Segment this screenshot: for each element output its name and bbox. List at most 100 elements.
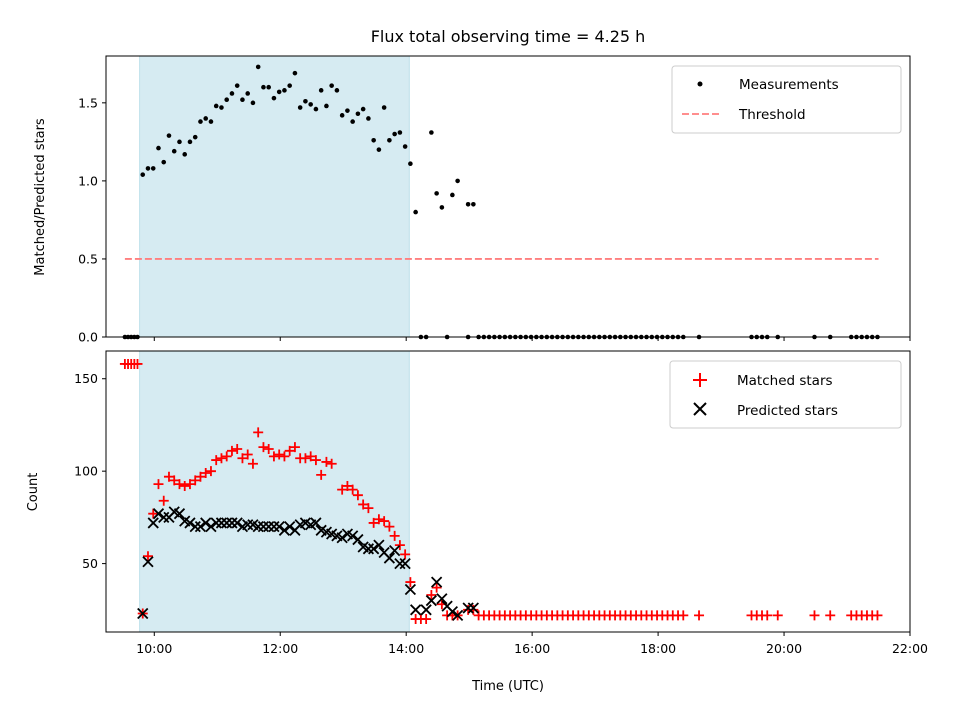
predicted-star-point [462, 602, 474, 614]
matched-star-point [358, 499, 369, 510]
predicted-star-point [210, 517, 222, 529]
predicted-star-point [430, 576, 443, 588]
y-tick-label: 0.0 [78, 330, 98, 345]
matched-star-point [158, 495, 169, 506]
measurement-point [371, 138, 376, 143]
matched-star-point [268, 451, 279, 462]
predicted-star-point [231, 517, 243, 529]
predicted-star-point [436, 593, 448, 605]
matched-star-point [284, 445, 295, 456]
measurement-point [439, 205, 445, 210]
matched-star-point [184, 479, 195, 490]
bottom-legend-box [669, 360, 902, 429]
matched-star-point [421, 614, 432, 625]
measurement-point [208, 119, 214, 124]
matched-star-point [300, 453, 311, 464]
measurement-point [213, 103, 219, 109]
measurement-point [329, 83, 334, 88]
predicted-star-point [446, 606, 459, 618]
matched-star-point [242, 449, 253, 460]
predicted-star-point [368, 543, 380, 555]
x-tick-label: 22:00 [892, 641, 928, 656]
predicted-star-point [221, 517, 233, 529]
predicted-star-point [200, 517, 212, 529]
matched-star-point [163, 471, 174, 482]
measurement-point [161, 159, 167, 165]
predicted-star-point [152, 508, 165, 520]
matched-star-point [179, 480, 190, 491]
bottom-axes-frame [105, 350, 911, 633]
legend-predicted-marker [693, 402, 707, 416]
y-tick-label: 100 [74, 464, 98, 479]
matched-star-point [258, 442, 269, 453]
matched-star-point [205, 466, 216, 477]
measurement-point [413, 209, 418, 215]
matched-star-point [237, 453, 248, 464]
measurement-point [192, 134, 198, 140]
measurement-point [397, 130, 403, 135]
measurement-point [334, 88, 340, 93]
bottom-y-ticks: 50 100 150 [74, 371, 106, 571]
measurement-point [402, 144, 408, 149]
matched-star-point [263, 443, 274, 454]
matched-star-point [305, 451, 316, 462]
matched-star-point [200, 468, 211, 479]
x-axis-label: Time (UTC) [471, 679, 544, 694]
matched-star-point [174, 479, 185, 490]
matched-star-point [762, 610, 773, 621]
measurement-point [171, 148, 177, 154]
matched-star-point [132, 358, 143, 369]
legend-threshold-label: Threshold [738, 107, 806, 123]
measurement-point [245, 91, 250, 96]
matched-star-point [253, 427, 264, 438]
measurement-point [355, 111, 361, 117]
measurement-point [224, 97, 230, 103]
legend-measurements-label: Measurements [739, 77, 839, 93]
matched-star-point [809, 610, 820, 621]
y-tick-label: 0.5 [78, 251, 98, 266]
matched-star-point [310, 455, 321, 466]
measurement-point [381, 105, 387, 110]
measurement-point [450, 192, 455, 198]
predicted-star-point [451, 609, 464, 621]
measurement-point [177, 139, 182, 145]
bottom-panel: 10:00 12:00 14:00 16:00 18:00 20:00 22:00 50 10… [26, 350, 928, 694]
measurement-point [387, 138, 392, 143]
matched-star-point [142, 551, 153, 562]
top-y-ticks: 0.0 0.5 1.0 1.5 [78, 95, 106, 345]
measurement-point [313, 106, 319, 112]
matched-star-point [426, 590, 437, 601]
predicted-star-point [242, 519, 254, 531]
top-axes-frame [105, 55, 911, 338]
matched-star-point [190, 475, 201, 486]
matched-star-point [389, 530, 400, 541]
measurement-point [276, 89, 282, 95]
y-tick-label: 1.5 [78, 95, 98, 110]
predicted-star-point [257, 520, 270, 533]
x-tick-label: 18:00 [640, 641, 676, 656]
predicted-star-point [226, 517, 238, 529]
predicted-star-point [158, 511, 170, 524]
predicted-star-point [252, 520, 264, 533]
matched-star-point [872, 610, 883, 621]
measurement-point [145, 166, 151, 171]
measurement-point [198, 119, 203, 124]
measurement-point [156, 145, 161, 151]
measurement-point [240, 97, 245, 103]
matched-star-point [384, 521, 395, 532]
matched-star-point [373, 514, 384, 525]
legend-measurements-marker [697, 81, 703, 87]
measurement-point [182, 152, 188, 157]
top-y-axis-label: Matched/Predicted stars [33, 118, 48, 276]
predicted-star-point [278, 524, 291, 536]
measurement-point [166, 133, 172, 138]
legend-matched-marker [693, 373, 707, 387]
measurement-point [287, 83, 292, 88]
matched-star-point [694, 610, 705, 621]
predicted-star-point [263, 520, 275, 533]
x-tick-label: 20:00 [766, 641, 802, 656]
predicted-star-point [137, 607, 149, 620]
bottom-marks [119, 358, 883, 625]
measurement-point [261, 84, 266, 90]
matched-star-point [405, 577, 416, 588]
